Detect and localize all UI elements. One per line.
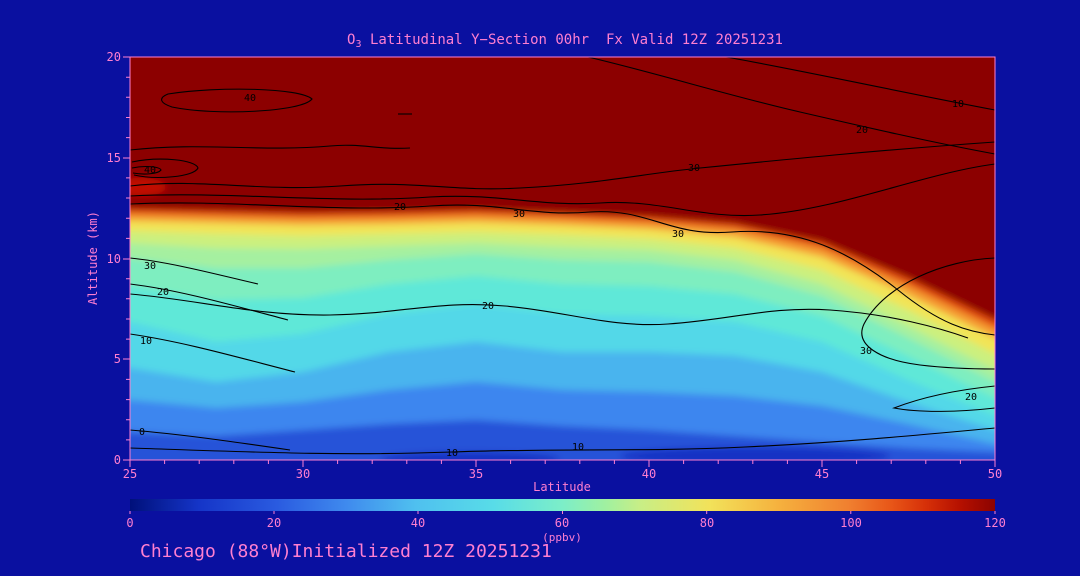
contour-line [130,293,969,339]
contour-label: 30 [860,346,872,357]
contour-line [130,163,995,217]
colorbar-tick-label: 80 [700,516,714,530]
colorbar-units-label: (ppbv) [542,531,582,544]
x-tick-label: 35 [469,467,483,481]
contour-line [131,158,199,178]
x-tick-label: 25 [123,467,137,481]
y-tick-label: 20 [107,50,121,64]
contour-label: 20 [856,125,868,136]
contour-line [587,57,995,155]
contour-line [130,333,296,373]
contour-label: 20 [157,287,169,298]
contour-label: 20 [965,392,977,403]
x-tick-label: 30 [296,467,310,481]
x-axis-major-ticks [129,460,996,467]
contour-label: 20 [394,202,406,213]
x-tick-label: 50 [988,467,1002,481]
y-tick-label: 0 [114,453,121,467]
contour-label: 10 [140,336,152,347]
contour-label: 10 [446,448,458,459]
field-low-pocket [620,447,890,460]
contour-label: 10 [952,99,964,110]
field-red-tongue [130,178,166,196]
field-low-pocket [380,452,560,460]
contour-label: 40 [244,93,256,104]
x-tick-label: 40 [642,467,656,481]
y-axis-major-ticks [123,56,130,461]
x-axis-minor-ticks [164,460,961,464]
chart-title: O3 Latitudinal Y−Section 00hr Fx Valid 1… [347,32,783,50]
contour-line [130,257,259,285]
contour-label: 30 [144,261,156,272]
contour-line [861,257,995,370]
contour-label: 0 [139,427,145,438]
contour-label: 30 [513,209,525,220]
contour-label: 30 [672,229,684,240]
colorbar-tick-label: 0 [126,516,133,530]
contour-line [725,57,995,111]
contour-line [131,165,162,175]
contour-line [130,144,411,151]
contour-label: 10 [572,442,584,453]
x-axis-title: Latitude [533,480,591,494]
contour-line [892,385,995,412]
contour-line [130,427,995,455]
y-tick-label: 10 [107,252,121,266]
x-tick-label: 45 [815,467,829,481]
y-tick-label: 5 [114,352,121,366]
contour-line [161,88,313,113]
contour-line [130,141,995,190]
contour-label: 30 [688,163,700,174]
contour-fill-field [130,57,995,460]
contour-label-layer: 40 40 30 20 10 20 30 30 30 20 20 30 20 1… [139,93,977,459]
y-axis-title: Altitude (km) [86,211,100,305]
colorbar-tick-label: 20 [267,516,281,530]
colorbar-ticks [129,511,996,514]
colorbar-tick-label: 60 [555,516,569,530]
footer-caption: Chicago (88°W)Initialized 12Z 20251231 [140,541,552,562]
contour-line [130,202,995,336]
colorbar-tick-label: 40 [411,516,425,530]
y-axis-minor-ticks [126,76,130,441]
colorbar-tick-label: 100 [840,516,862,530]
contour-label: 40 [144,165,156,176]
contour-line [130,429,291,451]
contour-label: 20 [482,301,494,312]
y-tick-label: 15 [107,151,121,165]
colorbar [130,499,995,511]
field-band [130,57,995,320]
colorbar-tick-label: 120 [984,516,1006,530]
contour-line [130,283,289,321]
contour-lines [130,57,995,455]
